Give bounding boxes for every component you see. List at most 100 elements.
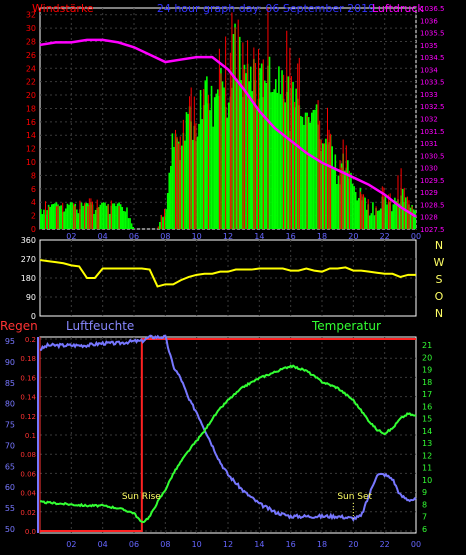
pressure-tick-label: 1036 <box>420 17 438 25</box>
direction-axis-left: 360 270 180 90 0 <box>21 236 36 321</box>
humidity-panel-frame <box>39 336 417 534</box>
sunset-label: Sun Set <box>337 492 372 502</box>
humidity-x-tick-label: 20 <box>348 540 358 549</box>
pressure-axis-right: 1036.5 1036 1035.5 1035 1034.5 1034 1033.5 1033… <box>420 5 445 234</box>
wind-x-tick-label: 10 <box>192 232 202 241</box>
rain-line <box>40 338 416 532</box>
wind-tick-label: 2 <box>31 212 36 221</box>
humidity-x-axis: 02 04 06 08 10 12 14 16 18 20 22 00 <box>66 540 421 549</box>
wind-tick-label: 18 <box>26 104 36 113</box>
humidity-x-tick-label: 06 <box>129 540 139 549</box>
temperature-tick-label: 6 <box>422 525 427 534</box>
wind-x-axis: 02 04 06 08 10 12 14 16 18 20 22 00 <box>66 232 421 241</box>
wind-tick-label: 12 <box>26 145 36 154</box>
humidity-x-tick-label: 22 <box>380 540 390 549</box>
humidity-tick-label: 75 <box>5 421 15 430</box>
rain-tick-label: 0.04 <box>20 490 36 498</box>
wind-tick-label: 16 <box>26 118 36 127</box>
temperature-tick-label: 11 <box>422 464 432 473</box>
temperature-tick-label: 15 <box>422 415 432 424</box>
pressure-axis-title: Luftdruck <box>372 2 424 15</box>
temperature-axis: 21 20 19 18 17 16 15 14 13 12 11 10 9 8 7 6 <box>422 341 432 534</box>
wind-tick-label: 32 <box>26 11 36 20</box>
temperature-tick-label: 10 <box>422 476 432 485</box>
rain-tick-label: 0.08 <box>20 451 36 459</box>
humidity-tick-label: 85 <box>5 379 15 388</box>
wind-x-tick-label: 00 <box>411 232 421 241</box>
pressure-tick-label: 1035 <box>420 42 438 50</box>
direction-tick-label: 180 <box>21 274 36 283</box>
rain-tick-label: 0.2 <box>25 336 36 344</box>
temperature-line <box>39 364 417 524</box>
wind-tick-label: 24 <box>26 64 36 73</box>
humidity-line <box>39 334 417 523</box>
wind-x-tick-label: 06 <box>129 232 139 241</box>
pressure-tick-label: 1032.5 <box>420 103 445 111</box>
wind-tick-label: 20 <box>26 91 36 100</box>
direction-tick-label: 270 <box>21 255 36 264</box>
temperature-tick-label: 14 <box>422 427 432 436</box>
sunrise-label: Sun Rise <box>122 492 161 502</box>
humidity-x-tick-label: 00 <box>411 540 421 549</box>
rain-tick-label: 0.12 <box>20 413 36 421</box>
chart-title: 24 hour graph day: 06 September 2019 <box>157 2 375 15</box>
wind-tick-label: 26 <box>26 51 36 60</box>
direction-line <box>39 259 416 288</box>
humidity-axis-title: Luftfeuchte <box>66 319 134 333</box>
rain-axis-title: Regen <box>0 319 38 333</box>
wind-tick-label: 6 <box>31 185 36 194</box>
wind-x-tick-label: 18 <box>317 232 327 241</box>
direction-tick-label: 360 <box>21 236 36 245</box>
wind-x-tick-label: 22 <box>380 232 390 241</box>
temperature-tick-label: 19 <box>422 366 432 375</box>
compass-label: W <box>434 256 445 269</box>
wind-x-tick-label: 08 <box>160 232 170 241</box>
temperature-tick-label: 17 <box>422 390 432 399</box>
temperature-tick-label: 16 <box>422 402 432 411</box>
wind-x-tick-label: 12 <box>223 232 233 241</box>
humidity-tick-label: 80 <box>5 400 15 409</box>
humidity-x-tick-label: 08 <box>160 540 170 549</box>
wind-x-tick-label: 02 <box>66 232 76 241</box>
pressure-tick-label: 1030.5 <box>420 152 445 160</box>
pressure-tick-label: 1027.5 <box>420 226 445 234</box>
wind-tick-label: 14 <box>26 131 36 140</box>
pressure-tick-label: 1028.5 <box>420 201 445 209</box>
pressure-tick-label: 1030 <box>420 165 438 173</box>
direction-panel-frame <box>39 239 417 317</box>
humidity-tick-label: 60 <box>5 483 15 492</box>
wind-tick-label: 28 <box>26 37 36 46</box>
pressure-tick-label: 1035.5 <box>420 30 445 38</box>
compass-label: N <box>435 307 443 320</box>
humidity-tick-label: 65 <box>5 462 15 471</box>
wind-tick-label: 22 <box>26 78 36 87</box>
compass-label: O <box>435 290 444 303</box>
wind-tick-label: 10 <box>26 158 36 167</box>
wind-tick-label: 30 <box>26 24 36 33</box>
temperature-tick-label: 20 <box>422 353 432 362</box>
pressure-tick-label: 1029 <box>420 189 438 197</box>
temperature-tick-label: 21 <box>422 341 432 350</box>
rain-tick-label: 0.14 <box>20 394 36 402</box>
humidity-tick-label: 50 <box>5 525 15 534</box>
wind-axis-title: Windstärke <box>32 2 94 15</box>
wind-tick-label: 0 <box>31 225 36 234</box>
pressure-tick-label: 1034 <box>420 66 438 74</box>
wind-x-tick-label: 16 <box>286 232 296 241</box>
wind-x-tick-label: 04 <box>98 232 108 241</box>
temperature-tick-label: 13 <box>422 439 432 448</box>
compass-label: S <box>436 273 443 286</box>
humidity-x-tick-label: 02 <box>66 540 76 549</box>
humidity-tick-label: 90 <box>5 358 15 367</box>
rain-axis: 0.2 0.18 0.16 0.14 0.12 0.1 0.08 0.06 0.04 0.02 0.… <box>20 336 36 536</box>
pressure-tick-label: 1033.5 <box>420 79 445 87</box>
pressure-tick-label: 1033 <box>420 91 438 99</box>
temperature-tick-label: 9 <box>422 488 427 497</box>
direction-tick-label: 90 <box>26 293 36 302</box>
pressure-line <box>39 38 417 218</box>
wind-bars <box>39 8 417 229</box>
humidity-axis: 95 90 85 80 75 70 65 60 55 50 <box>5 337 15 534</box>
wind-x-tick-label: 14 <box>254 232 264 241</box>
